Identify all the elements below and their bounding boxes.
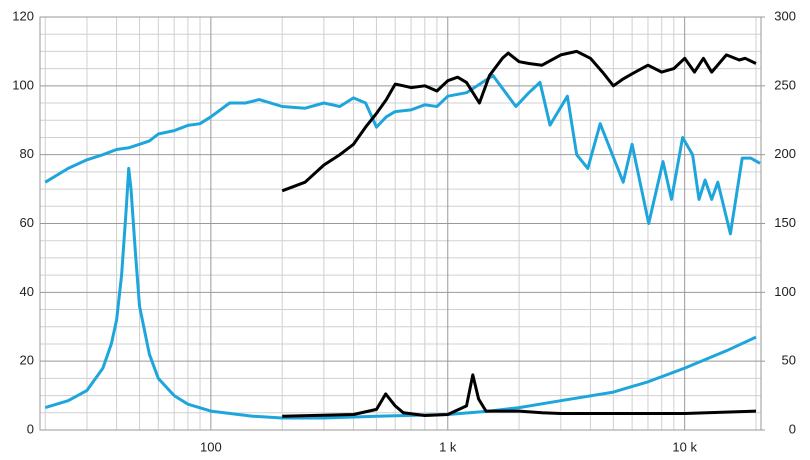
y-tick-label: 60: [20, 215, 34, 230]
y-tick-label: 100: [12, 77, 34, 92]
plot-frame: [39, 16, 762, 431]
series-line: [44, 166, 757, 420]
y2-tick-label: 0: [789, 421, 796, 436]
y2-tick-label: 300: [774, 8, 796, 23]
y-tick-label: 120: [12, 8, 34, 23]
y2-tick-label: 150: [774, 215, 796, 230]
y-tick-label: 80: [20, 146, 34, 161]
y-tick-label: 40: [20, 284, 34, 299]
y2-tick-label: 200: [774, 146, 796, 161]
series-line: [281, 49, 757, 193]
x-tick-label: 100: [200, 439, 222, 454]
x-tick-label: 1 k: [439, 439, 457, 454]
x-tick-label: 10 k: [672, 439, 697, 454]
y2-tick-label: 250: [774, 77, 796, 92]
y-tick-label: 0: [27, 421, 34, 436]
y2-tick-label: 100: [774, 284, 796, 299]
y2-tick-label: 50: [782, 353, 796, 368]
series-line: [282, 373, 757, 418]
y-tick-label: 20: [20, 353, 34, 368]
series-line: [44, 74, 761, 236]
